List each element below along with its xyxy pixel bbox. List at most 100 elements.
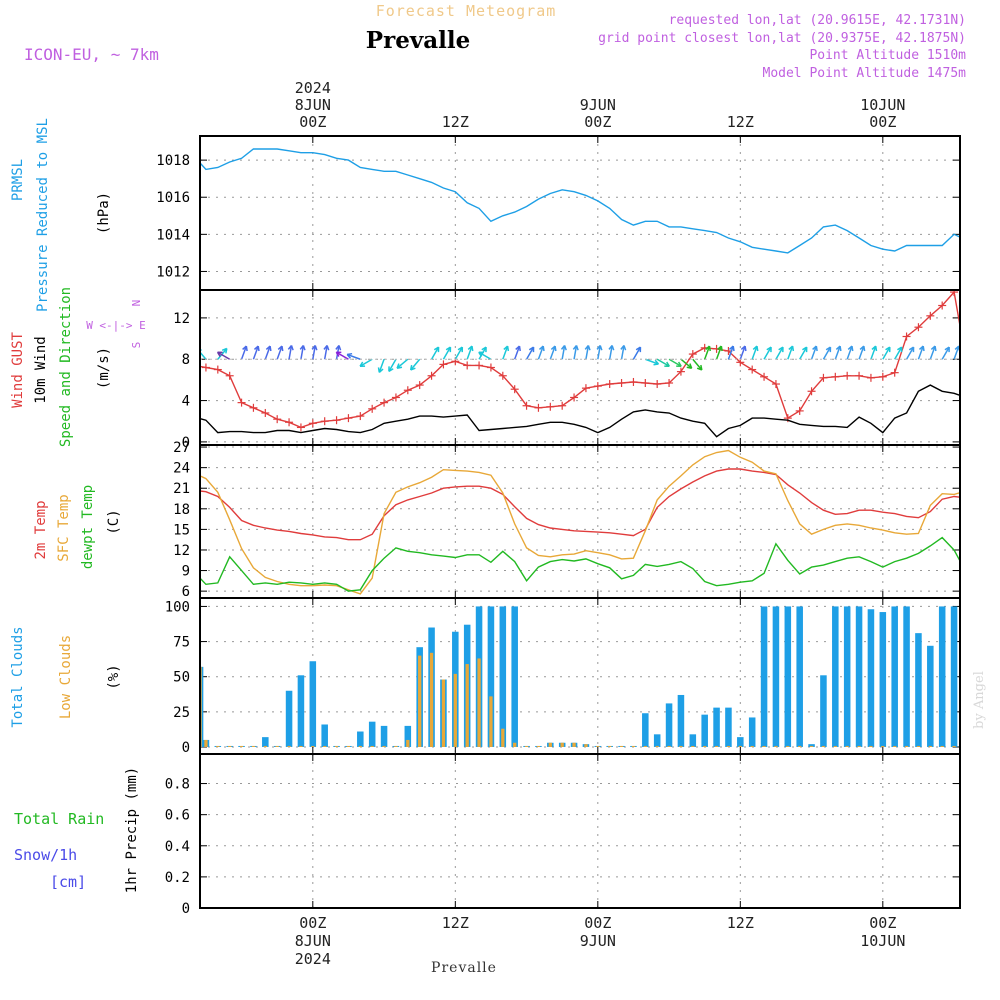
wind-arrow [739, 345, 747, 360]
total-bar [713, 707, 720, 747]
wind-arrow [966, 359, 980, 364]
gust-marker [201, 363, 210, 372]
precip-tick-label: 0.6 [165, 808, 190, 824]
low-bar [228, 745, 232, 747]
low-bar [655, 745, 659, 747]
total-bar [285, 690, 293, 747]
temperature-tick-label: 12 [173, 543, 190, 559]
model-point-altitude: Model Point Altitude 1475m [763, 66, 967, 81]
low-bar [928, 745, 932, 747]
low-bar [738, 745, 742, 747]
low-bar [821, 745, 826, 747]
clouds-unit: (%) [106, 664, 122, 689]
temperature-tick-label: 15 [173, 522, 190, 538]
wind-speed-dir-label: Speed and Direction [58, 287, 74, 447]
wind-arrow [787, 345, 795, 360]
low-bar [940, 745, 944, 747]
total-bar [487, 606, 495, 747]
t2m-line [200, 468, 960, 541]
wind-arrow [584, 344, 591, 360]
gust-marker [866, 373, 875, 382]
low-bar [382, 745, 386, 747]
total-bar [642, 713, 649, 747]
low-bar [536, 745, 541, 747]
snow-label: Snow/1h [14, 846, 77, 864]
top-tick-label: 12Z [727, 113, 754, 131]
gust-marker [534, 403, 543, 412]
top-tick-label: 9JUN [580, 96, 616, 114]
wind-arrow [276, 345, 284, 360]
wind-tick-label: 0 [182, 435, 190, 451]
low-bar [631, 745, 636, 747]
wind-arrow [680, 358, 693, 369]
low-bar [608, 745, 612, 747]
top-time-axis: 20248JUN00Z12Z9JUN00Z12Z10JUN00Z12Z [295, 79, 906, 131]
gust-marker [522, 401, 531, 410]
gust-marker [475, 361, 484, 370]
wind-arrow [870, 345, 878, 360]
pressure-tick-label: 1016 [156, 190, 190, 206]
clouds-tick-label: 75 [173, 635, 190, 651]
clouds-tick-label: 25 [173, 705, 190, 721]
total-bar [297, 675, 305, 747]
low-bar [334, 745, 339, 747]
low-bar [239, 745, 244, 747]
wind-arrow [454, 346, 464, 360]
compass-rose: N W <-|-> E S [86, 300, 146, 349]
location-title: Prevalle [366, 27, 470, 54]
wind-arrow [388, 358, 397, 372]
precip-tick-label: 0.2 [165, 870, 190, 886]
bottom-tick-label: 00Z [584, 914, 611, 932]
wind-arrow [810, 345, 818, 360]
model-name: ICON-EU, ~ 7km [24, 45, 159, 64]
gust-marker [676, 367, 685, 376]
wind10m-line [200, 384, 960, 438]
snow-unit: [cm] [50, 873, 86, 891]
total-clouds-label: Total Clouds [10, 626, 26, 727]
low-bar [988, 743, 991, 747]
gust-marker [463, 361, 472, 370]
low-bar [501, 728, 505, 747]
gust-marker [403, 386, 412, 395]
low-bar [489, 696, 493, 747]
gust-marker [878, 372, 887, 381]
total-bar [404, 725, 412, 747]
bottom-time-axis: 00Z8JUN202412Z00Z9JUN12Z00Z10JUN12Z [295, 914, 906, 968]
wind-arrow [775, 346, 784, 360]
gust-marker [914, 323, 923, 332]
wind-arrow [525, 346, 535, 360]
wind-arrow [917, 345, 925, 360]
rain-bar [975, 864, 982, 908]
gust-marker [356, 412, 365, 421]
gust-marker [213, 365, 222, 374]
gust-marker [249, 403, 258, 412]
wind-arrow [466, 345, 474, 360]
low-bar [964, 746, 967, 747]
total-bar [938, 606, 946, 747]
wind-arrow [377, 358, 385, 373]
low-bar [667, 745, 671, 747]
wind-arrow [620, 344, 627, 360]
gust-marker [391, 393, 400, 402]
total-bar [867, 609, 875, 747]
precip-panel: 0 0.2 0.4 0.6 0.8 [165, 753, 982, 917]
total-bar [748, 717, 756, 747]
gust-marker [629, 377, 638, 386]
wind-arrow [953, 345, 960, 360]
precip-tick-label: 0.8 [165, 777, 190, 793]
low-bar [263, 745, 267, 747]
low-bar [251, 745, 256, 747]
wind-arrow [834, 345, 842, 360]
bottom-tick-label: 2024 [295, 950, 331, 968]
pressure-unit: (hPa) [96, 192, 112, 234]
temp-unit: (C) [106, 509, 122, 534]
wind-arrow [200, 348, 207, 360]
wind-arrow [668, 358, 682, 367]
wind-arrow [858, 345, 866, 360]
low-bar [453, 673, 457, 747]
t2m-label: 2m Temp [33, 500, 49, 559]
rain-bar [963, 906, 970, 908]
wind-arrow [323, 344, 330, 360]
wind-tick-label: 4 [182, 394, 190, 410]
